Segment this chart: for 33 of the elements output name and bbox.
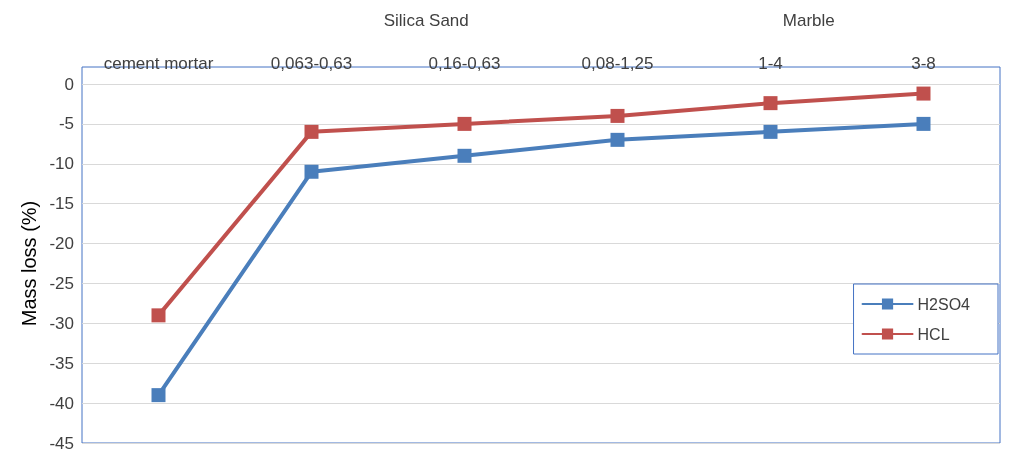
y-tick-label: -40	[49, 393, 74, 413]
x-tick-label: 1-4	[758, 54, 783, 73]
point	[763, 96, 778, 111]
point	[610, 108, 625, 123]
x-tick-label: cement mortar	[103, 54, 214, 73]
y-tick-label: -30	[49, 313, 74, 333]
x-tick-label: 0,063-0,63	[270, 54, 353, 73]
y-tick-label: -10	[49, 154, 74, 174]
point	[304, 164, 319, 179]
y-axis-title: Mass loss (%)	[17, 200, 40, 327]
x-tick-label: 3-8	[911, 54, 936, 73]
y-tick-label: -15	[49, 194, 74, 214]
point	[151, 308, 166, 323]
point	[610, 132, 625, 147]
x-tick-label: 0,08-1,25	[581, 54, 654, 73]
point	[457, 116, 472, 131]
point	[457, 148, 472, 163]
y-tick-label: 0	[64, 74, 74, 94]
y-tick-label: -35	[49, 353, 74, 373]
point	[916, 86, 931, 101]
y-tick-label: -25	[49, 273, 74, 293]
text: Silica Sand	[383, 10, 469, 30]
legend-label: HCL	[917, 325, 950, 343]
text: Marble	[782, 10, 835, 30]
point	[304, 124, 319, 139]
point	[763, 124, 778, 139]
legend-label: H2SO4	[917, 295, 971, 313]
x-tick-label: 0,16-0,63	[428, 54, 501, 73]
y-tick-label: -5	[58, 114, 74, 134]
y-tick-label: -45	[49, 433, 74, 453]
y-tick-label: -20	[49, 234, 74, 254]
point	[916, 116, 931, 131]
point	[151, 388, 166, 403]
